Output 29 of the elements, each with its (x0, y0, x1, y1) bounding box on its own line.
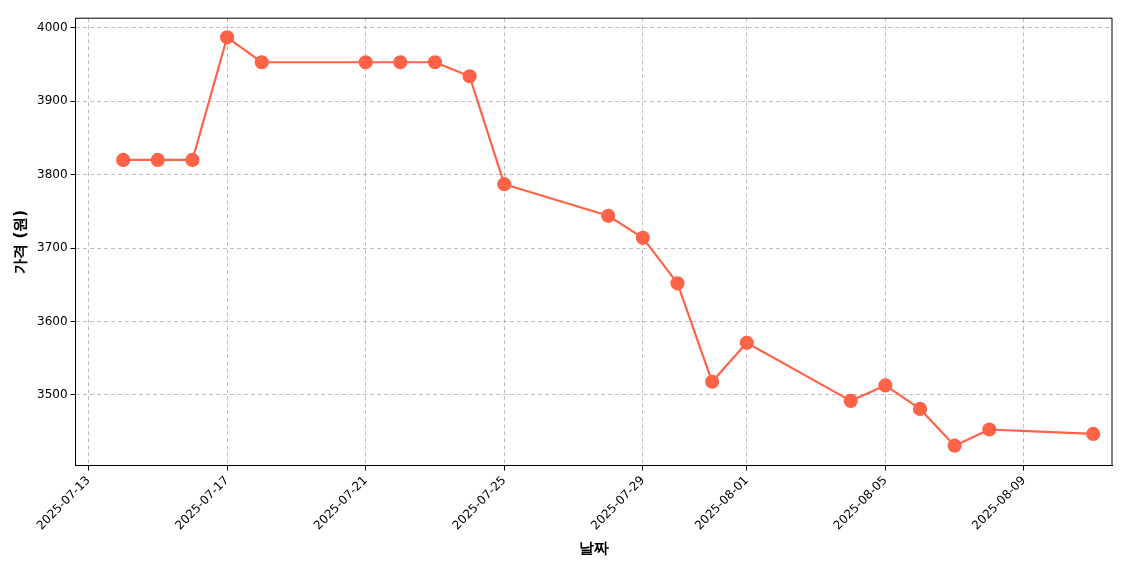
point (947, 438, 962, 453)
y-tick-label: 3900 (36, 93, 68, 108)
point (739, 335, 754, 350)
point (427, 55, 443, 70)
point (670, 276, 685, 291)
y-tick-label: 3700 (36, 240, 68, 255)
point (220, 30, 235, 45)
point (912, 401, 928, 417)
point (705, 374, 720, 389)
point (462, 69, 477, 84)
point (254, 55, 269, 70)
point (982, 422, 997, 437)
point (185, 152, 200, 168)
y-axis-title: 가격 (원) (10, 209, 29, 274)
y-tick-label: 3600 (36, 313, 68, 328)
point (601, 208, 616, 223)
point (497, 177, 512, 192)
point (635, 230, 650, 245)
point (393, 55, 408, 70)
point (150, 152, 165, 168)
y-tick-label: 3800 (36, 166, 68, 181)
point (878, 378, 893, 393)
y-tick-label: 4000 (36, 19, 68, 34)
point (358, 55, 373, 70)
x-axis-title: 날짜 (578, 538, 609, 557)
point (116, 152, 131, 168)
point (843, 393, 858, 408)
y-tick-label: 3500 (36, 387, 68, 402)
point (1086, 426, 1101, 442)
